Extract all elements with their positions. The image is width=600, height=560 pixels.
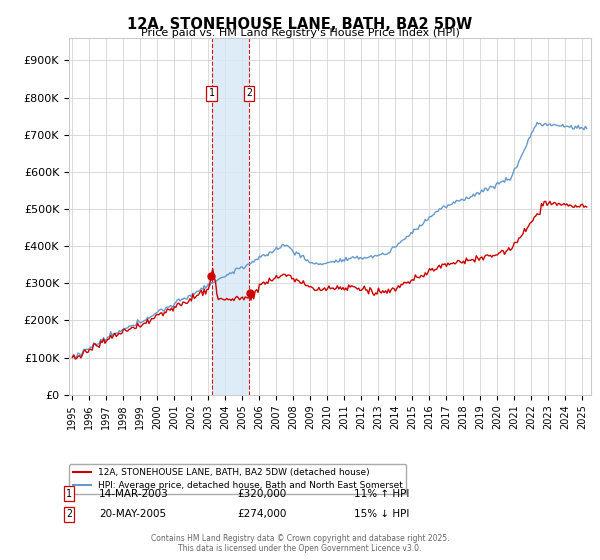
Legend: 12A, STONEHOUSE LANE, BATH, BA2 5DW (detached house), HPI: Average price, detach: 12A, STONEHOUSE LANE, BATH, BA2 5DW (det…	[69, 464, 406, 494]
Text: £320,000: £320,000	[237, 489, 286, 499]
Text: 1: 1	[66, 489, 72, 499]
Text: 12A, STONEHOUSE LANE, BATH, BA2 5DW: 12A, STONEHOUSE LANE, BATH, BA2 5DW	[127, 17, 473, 32]
Text: 11% ↑ HPI: 11% ↑ HPI	[354, 489, 409, 499]
Text: 2: 2	[66, 509, 72, 519]
Text: 1: 1	[209, 88, 215, 99]
Bar	[212, 38, 249, 395]
Text: Price paid vs. HM Land Registry's House Price Index (HPI): Price paid vs. HM Land Registry's House …	[140, 28, 460, 38]
Text: 15% ↓ HPI: 15% ↓ HPI	[354, 509, 409, 519]
Text: 2: 2	[246, 88, 252, 99]
Text: 14-MAR-2003: 14-MAR-2003	[99, 489, 169, 499]
Text: 20-MAY-2005: 20-MAY-2005	[99, 509, 166, 519]
Text: Contains HM Land Registry data © Crown copyright and database right 2025.
This d: Contains HM Land Registry data © Crown c…	[151, 534, 449, 553]
Text: £274,000: £274,000	[237, 509, 286, 519]
